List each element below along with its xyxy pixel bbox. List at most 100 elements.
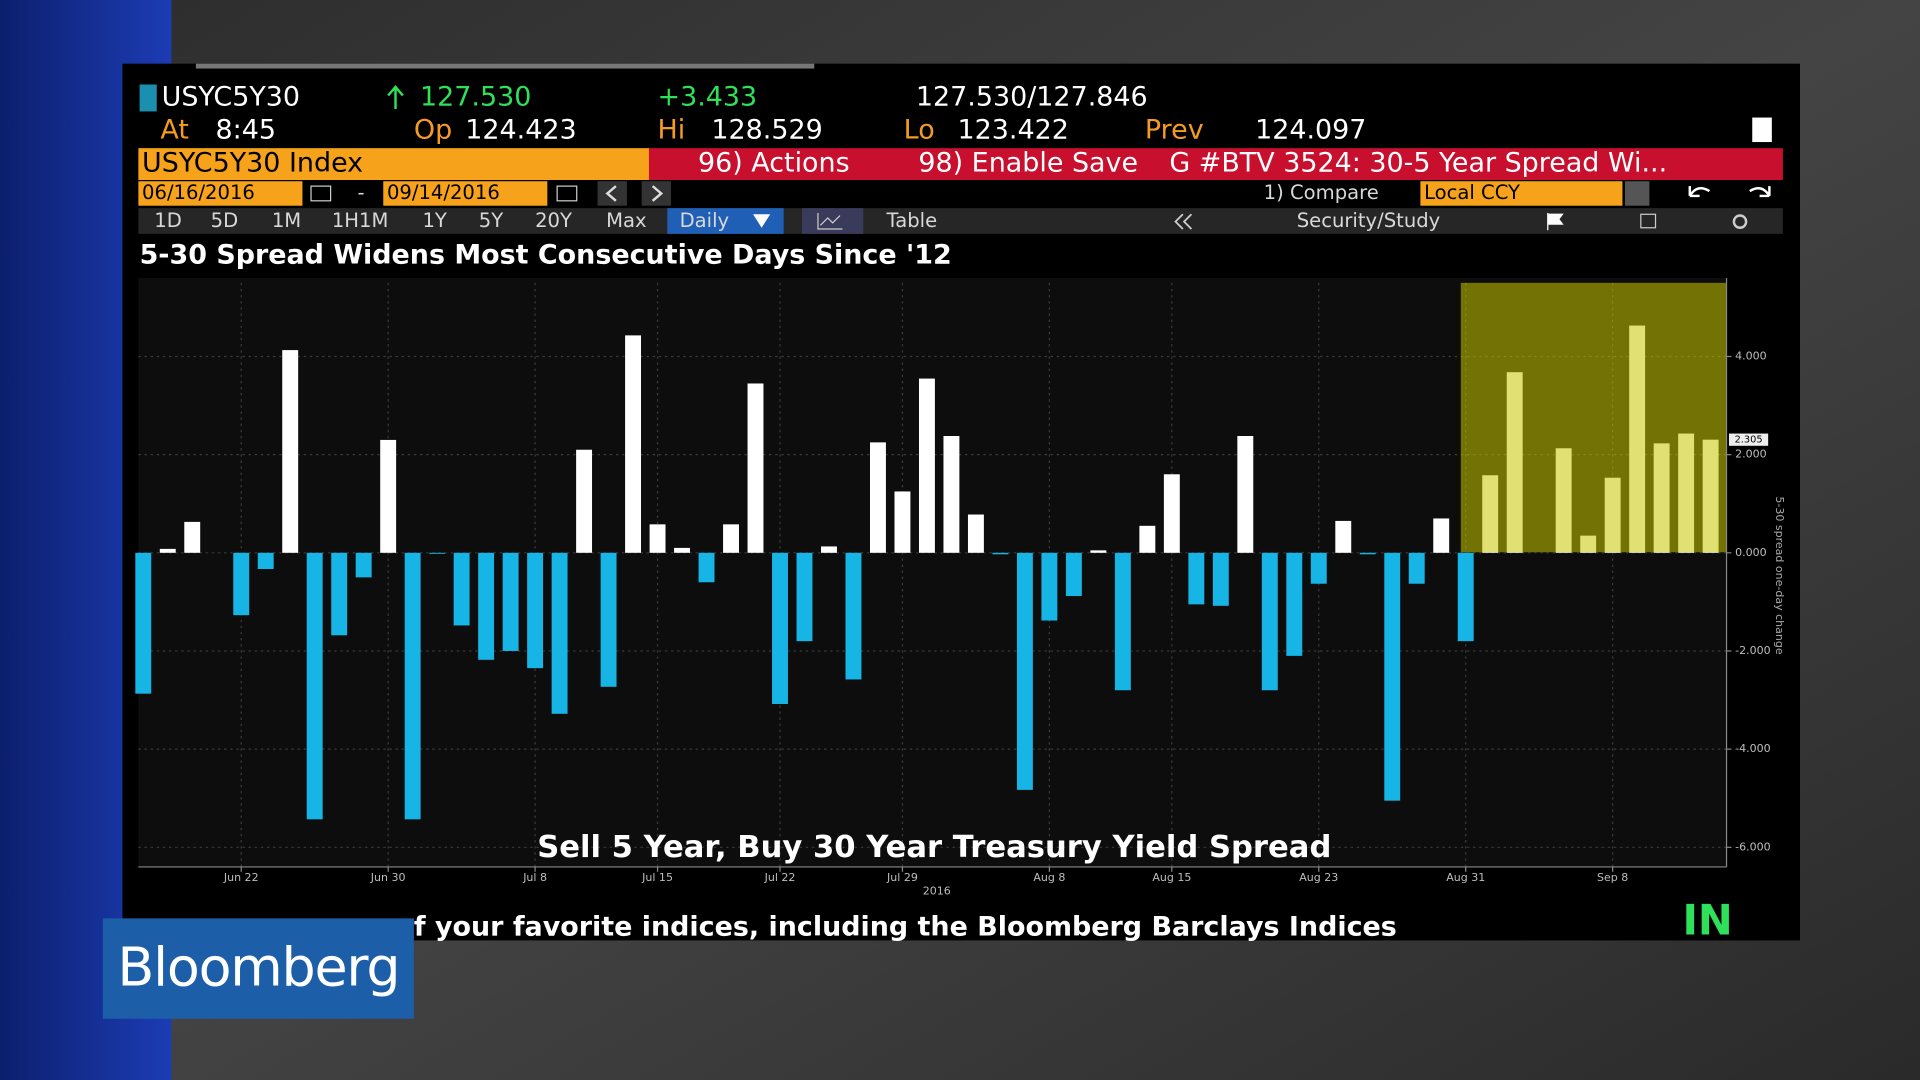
bar [1457,552,1474,642]
y-tick-label: 0.000 [1735,546,1767,559]
actions[interactable]: 96) Actions [698,148,850,179]
currency: Local CCY [1424,181,1520,204]
collapse[interactable] [1174,213,1193,230]
bar [821,546,837,553]
flag[interactable] [1547,213,1564,231]
bar [1261,552,1278,691]
bar [723,524,739,553]
period-button[interactable]: 5D [211,209,239,232]
enable-save[interactable]: 98) Enable Save [918,148,1138,179]
chart-title: 5-30 Spread Widens Most Consecutive Days… [140,239,952,270]
bar [772,552,788,704]
bar [429,552,446,554]
x-tick-label: Aug 8 [1033,871,1065,884]
bar [918,378,935,553]
periods: 1D 5D 1M 1H1M 1Y 5Y 20Y Max [154,209,646,232]
logo-box [102,918,414,1019]
undo[interactable] [1688,186,1711,198]
bar [674,547,690,553]
edit-icon[interactable] [1640,213,1657,229]
y-axis-label: 5-30 spread one-day change [1773,496,1786,655]
study[interactable]: Security/Study [1297,209,1441,232]
end-date: 09/14/2016 [387,181,500,204]
bar [649,524,666,553]
bar [159,548,176,553]
bar [1188,552,1205,605]
period-button[interactable]: 20Y [535,209,572,232]
bar [331,552,348,636]
logo: Bloomberg [117,936,399,999]
y-tick-label: 2.000 [1735,448,1767,461]
security-box[interactable] [138,148,649,180]
bar [1237,435,1254,553]
bar [943,435,960,553]
start-date-box[interactable] [138,181,303,206]
export-icon[interactable] [1752,117,1772,143]
next-arrow [651,185,664,202]
currency-box[interactable] [1420,181,1623,206]
dropdown[interactable] [1624,181,1650,206]
frequency: Daily [680,209,730,232]
x-year-label: 2016 [923,884,951,897]
period-button[interactable]: Max [606,209,646,232]
date-separator: - [358,181,365,204]
high: 128.529 [711,115,822,146]
prev-button[interactable] [597,181,627,206]
high-label: Hi [658,115,686,146]
action-bar [648,148,1783,180]
bar [870,442,886,553]
period-button[interactable]: 1D [154,209,182,232]
top-strip [195,63,815,69]
bar [1139,525,1156,553]
bar [527,552,544,669]
redo[interactable] [1749,186,1771,198]
last-value-label: 2.305 [1735,435,1763,446]
prev-arrow [605,185,617,202]
bar [1090,550,1107,553]
bar [306,552,323,820]
chart-icon-box[interactable] [802,208,864,234]
bar [233,552,250,616]
calendar-icon[interactable] [310,185,332,202]
next-button[interactable] [641,181,672,206]
bar [625,335,642,553]
bar [478,552,495,660]
security: USYC5Y30 Index [142,148,363,179]
table-button[interactable]: Table [886,209,938,232]
bar [600,552,617,687]
bar [1041,552,1058,621]
prev: 124.097 [1255,115,1366,146]
axis-labels: -6.000 -4.000 -2.000 0.000 2.000 4.000 Jun 22 J… [223,349,1771,897]
x-tick-label: Jun 30 [370,871,406,884]
period-button[interactable]: 1H1M [332,209,389,232]
bar [1016,552,1033,790]
compare[interactable]: 1) Compare [1264,181,1379,204]
bar [845,552,862,680]
x-tick-label: Jul 29 [886,871,918,884]
bar [355,552,372,578]
bar [1310,552,1327,584]
settings[interactable] [1732,214,1748,229]
period-button[interactable]: 5Y [479,209,503,232]
x-tick-label: Jul 22 [764,871,796,884]
bar [380,439,397,553]
bar [1286,552,1303,656]
bar [1114,552,1131,691]
low: 123.422 [958,115,1069,146]
bar [967,514,984,553]
bar [282,350,299,553]
period-bar [138,208,1783,234]
period-button[interactable]: 1Y [422,209,446,232]
bar [257,552,274,570]
end-date-box[interactable] [383,181,548,206]
bar [747,383,764,553]
calendar-icon[interactable] [556,185,578,202]
x-tick-label: Aug 23 [1299,871,1338,884]
at-time: 8:45 [216,115,276,146]
open-label: Op [414,115,452,146]
bar [796,552,813,642]
period-button[interactable]: 1M [272,209,301,232]
x-tick-label: Sep 8 [1597,871,1628,884]
x-tick-label: Jul 15 [641,871,673,884]
x-tick-label: Jul 8 [522,871,547,884]
